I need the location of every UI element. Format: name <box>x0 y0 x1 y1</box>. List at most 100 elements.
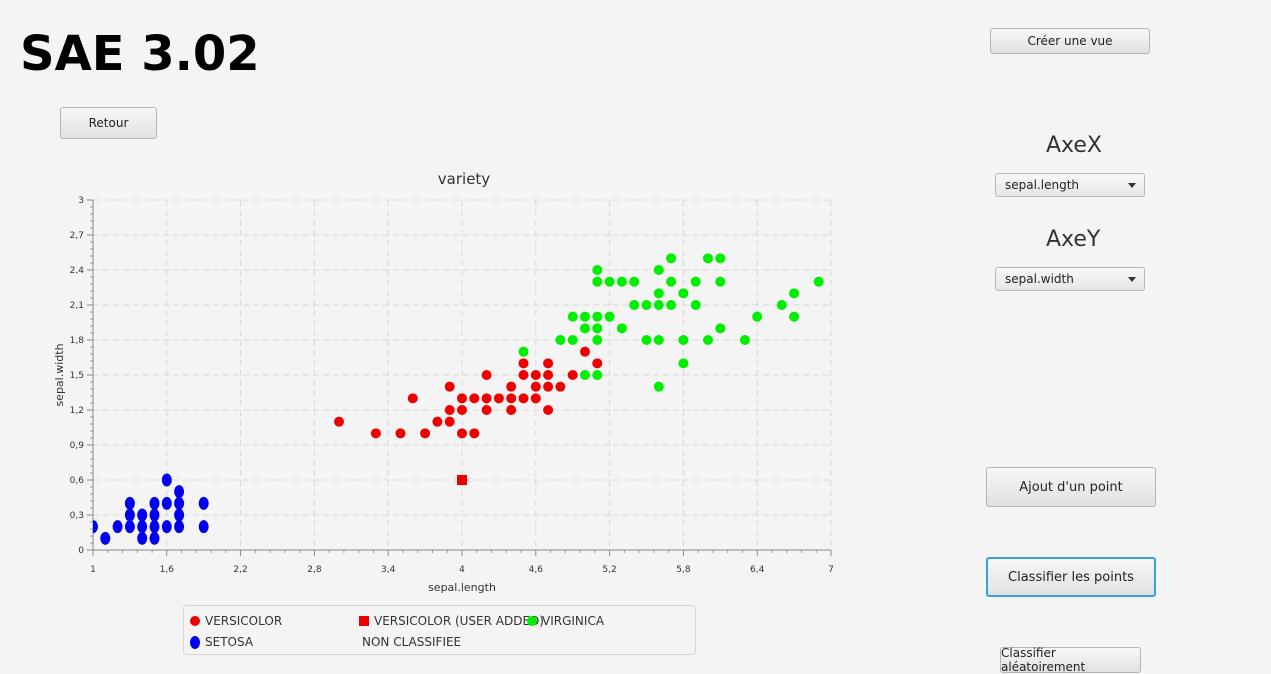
data-point <box>678 358 689 369</box>
data-point <box>334 416 344 427</box>
y-tick-label: 1,8 <box>70 336 85 346</box>
data-point-ellipse <box>124 496 135 510</box>
data-point <box>739 335 750 345</box>
x-tick-label: 1 <box>90 565 96 575</box>
data-point <box>530 370 541 380</box>
y-tick-label: 2,7 <box>70 231 84 241</box>
data-point <box>432 416 443 427</box>
data-point <box>493 393 504 404</box>
x-axis-selector-title: AxeX <box>1046 133 1102 158</box>
data-point <box>592 311 603 322</box>
y-axis-label: sepal.width <box>53 343 66 406</box>
data-point-ellipse <box>137 531 148 545</box>
legend-label: SETOSA <box>205 635 254 649</box>
red-circle-marker-icon <box>190 616 200 626</box>
chevron-down-icon <box>1128 277 1136 282</box>
back-button[interactable]: Retour <box>60 107 157 139</box>
data-point <box>444 381 455 392</box>
data-point-ellipse <box>161 520 172 534</box>
add-point-button[interactable]: Ajout d'un point <box>986 467 1156 507</box>
y-tick-label: 1,2 <box>70 406 84 416</box>
data-point <box>653 288 664 299</box>
chart-legend: VERSICOLOR VERSICOLOR (USER ADDED) VIRGI… <box>183 605 696 655</box>
data-point <box>543 381 554 392</box>
x-tick-label: 2,8 <box>307 565 322 575</box>
data-point-ellipse <box>137 520 148 534</box>
data-point <box>481 370 492 380</box>
data-point <box>666 300 677 310</box>
data-point <box>703 253 713 264</box>
x-tick-label: 5,8 <box>676 565 691 575</box>
data-point-ellipse <box>149 496 160 510</box>
data-point <box>604 276 615 287</box>
data-point <box>457 428 467 439</box>
classify-random-button[interactable]: Classifier aléatoirement <box>1000 646 1141 674</box>
data-point <box>530 381 541 392</box>
create-view-button[interactable]: Créer une vue <box>990 28 1150 54</box>
data-point <box>407 393 418 404</box>
data-point-ellipse <box>198 520 209 534</box>
data-point-ellipse <box>174 485 185 499</box>
data-point <box>715 323 726 334</box>
green-circle-marker-icon <box>527 616 537 626</box>
data-point <box>506 381 517 392</box>
legend-item-virginica: VIRGINICA <box>527 613 604 629</box>
chevron-down-icon <box>1128 183 1136 188</box>
data-point-ellipse <box>161 496 172 510</box>
x-axis-select-value: sepal.length <box>1005 178 1080 192</box>
data-point-ellipse <box>149 520 160 534</box>
data-point-ellipse <box>149 508 160 522</box>
data-point <box>690 276 701 287</box>
data-point <box>715 253 726 264</box>
y-tick-label: 2,1 <box>70 301 84 311</box>
data-point <box>789 311 800 322</box>
data-point <box>469 428 480 439</box>
data-point <box>592 276 603 287</box>
legend-item-versicolor-user-added: VERSICOLOR (USER ADDED) <box>359 613 544 629</box>
data-point <box>629 276 640 287</box>
legend-label: NON CLASSIFIEE <box>362 635 462 649</box>
y-tick-label: 1,5 <box>70 371 84 381</box>
data-point <box>678 335 689 345</box>
y-tick-label: 0,9 <box>70 441 85 451</box>
classify-points-button[interactable]: Classifier les points <box>986 557 1156 597</box>
data-point <box>653 335 664 345</box>
data-point <box>518 393 529 404</box>
data-point <box>641 335 652 345</box>
data-point <box>567 311 578 322</box>
data-point-ellipse <box>124 508 135 522</box>
data-point-ellipse <box>198 496 209 510</box>
data-point-ellipse <box>137 508 148 522</box>
x-axis-label: sepal.length <box>428 581 496 594</box>
data-point <box>420 428 431 439</box>
data-point-ellipse <box>93 520 98 534</box>
data-point <box>592 265 603 275</box>
blue-ellipse-marker-icon <box>190 635 200 649</box>
y-axis-selector-title: AxeY <box>1046 227 1101 252</box>
legend-label: VIRGINICA <box>542 614 605 628</box>
x-tick-label: 3,4 <box>381 565 396 575</box>
data-point <box>592 370 603 380</box>
data-point-square <box>457 475 467 485</box>
data-point <box>444 405 455 415</box>
x-axis-select[interactable]: sepal.length <box>995 173 1145 197</box>
data-point-ellipse <box>100 531 111 545</box>
scatter-chart: 1 1,6 2,2 2,8 3,4 4 4,6 5,2 5,8 6,4 7 0 0,3 0,6 0,9 1,2… <box>53 170 834 594</box>
data-point <box>789 288 800 299</box>
data-point <box>690 300 701 310</box>
y-tick-label: 0 <box>78 546 84 556</box>
data-point <box>604 311 615 322</box>
data-point <box>469 393 480 404</box>
y-axis-select[interactable]: sepal.width <box>995 267 1145 291</box>
data-point <box>555 335 566 345</box>
data-point <box>506 393 517 404</box>
data-point <box>752 311 763 322</box>
data-point <box>776 300 787 310</box>
data-point <box>813 276 824 287</box>
data-point-ellipse <box>112 520 123 534</box>
data-point <box>395 428 406 439</box>
red-square-marker-icon <box>359 616 369 626</box>
legend-item-setosa: SETOSA <box>190 634 253 650</box>
data-point <box>616 276 627 287</box>
y-tick-label: 3 <box>78 196 84 206</box>
